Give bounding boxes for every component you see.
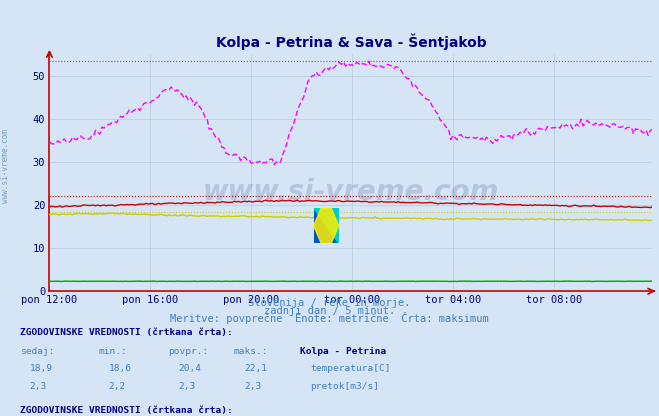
Text: 18,6: 18,6	[109, 364, 132, 373]
Title: Kolpa - Petrina & Sava - Šentjakob: Kolpa - Petrina & Sava - Šentjakob	[215, 34, 486, 50]
Text: sedaj:: sedaj:	[20, 347, 54, 356]
Polygon shape	[314, 208, 339, 243]
Text: Meritve: povprečne  Enote: metrične  Črta: maksimum: Meritve: povprečne Enote: metrične Črta:…	[170, 312, 489, 324]
Text: Slovenija / reke in morje.: Slovenija / reke in morje.	[248, 298, 411, 308]
Polygon shape	[314, 208, 339, 243]
Polygon shape	[314, 208, 339, 243]
Text: 2,3: 2,3	[30, 381, 47, 391]
Text: 22,1: 22,1	[244, 364, 267, 373]
Text: ZGODOVINSKE VREDNOSTI (črtkana črta):: ZGODOVINSKE VREDNOSTI (črtkana črta):	[20, 406, 233, 415]
Text: www.si-vreme.com: www.si-vreme.com	[1, 129, 10, 203]
Text: 2,3: 2,3	[178, 381, 195, 391]
Text: povpr.:: povpr.:	[168, 347, 208, 356]
Text: maks.:: maks.:	[234, 347, 268, 356]
Text: www.si-vreme.com: www.si-vreme.com	[203, 178, 499, 206]
Text: 18,9: 18,9	[30, 364, 53, 373]
Text: min.:: min.:	[99, 347, 128, 356]
Text: 2,2: 2,2	[109, 381, 126, 391]
Text: 2,3: 2,3	[244, 381, 261, 391]
Text: ZGODOVINSKE VREDNOSTI (črtkana črta):: ZGODOVINSKE VREDNOSTI (črtkana črta):	[20, 328, 233, 337]
Text: zadnji dan / 5 minut.: zadnji dan / 5 minut.	[264, 306, 395, 316]
Text: pretok[m3/s]: pretok[m3/s]	[310, 381, 380, 391]
Text: 20,4: 20,4	[178, 364, 201, 373]
Text: temperatura[C]: temperatura[C]	[310, 364, 391, 373]
Text: Kolpa - Petrina: Kolpa - Petrina	[300, 347, 386, 356]
